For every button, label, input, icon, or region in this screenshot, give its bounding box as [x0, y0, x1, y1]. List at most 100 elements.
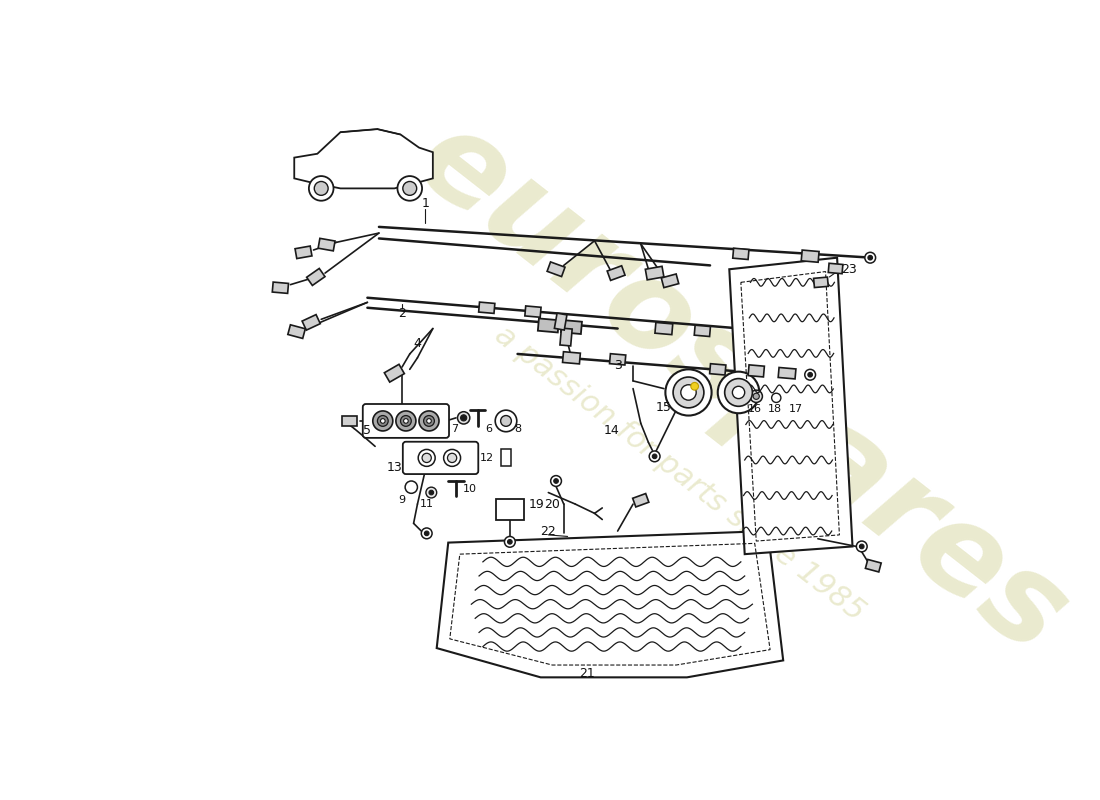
Text: 12: 12	[480, 453, 494, 463]
Circle shape	[403, 182, 417, 195]
FancyBboxPatch shape	[363, 404, 449, 438]
Text: 20: 20	[544, 498, 560, 510]
Circle shape	[429, 490, 433, 495]
Polygon shape	[500, 450, 512, 466]
Polygon shape	[384, 364, 405, 382]
Circle shape	[725, 378, 752, 406]
Polygon shape	[437, 531, 783, 678]
Polygon shape	[729, 258, 852, 554]
Polygon shape	[607, 266, 625, 281]
Circle shape	[405, 481, 418, 494]
Polygon shape	[288, 325, 306, 338]
Circle shape	[649, 451, 660, 462]
Circle shape	[422, 454, 431, 462]
Circle shape	[805, 370, 815, 380]
Text: 9: 9	[398, 495, 406, 506]
Circle shape	[551, 476, 561, 486]
Polygon shape	[538, 318, 559, 333]
Circle shape	[754, 394, 759, 399]
Circle shape	[400, 415, 411, 426]
Circle shape	[807, 373, 813, 377]
Polygon shape	[661, 274, 679, 288]
Circle shape	[427, 418, 431, 423]
Polygon shape	[710, 364, 726, 375]
Circle shape	[373, 411, 393, 431]
Circle shape	[396, 411, 416, 431]
Circle shape	[461, 414, 466, 421]
Polygon shape	[733, 248, 749, 259]
Text: 21: 21	[579, 667, 595, 680]
Circle shape	[681, 385, 696, 400]
Polygon shape	[525, 306, 541, 318]
Text: 11: 11	[420, 499, 433, 509]
Polygon shape	[778, 367, 796, 379]
FancyBboxPatch shape	[403, 442, 478, 474]
Circle shape	[553, 478, 559, 483]
Polygon shape	[302, 314, 320, 330]
Circle shape	[691, 382, 698, 390]
Circle shape	[397, 176, 422, 201]
Polygon shape	[654, 322, 673, 334]
Polygon shape	[307, 269, 324, 286]
Polygon shape	[562, 352, 581, 364]
Circle shape	[772, 394, 781, 402]
Circle shape	[424, 415, 434, 426]
Circle shape	[315, 182, 328, 195]
Circle shape	[865, 252, 876, 263]
Circle shape	[717, 372, 759, 414]
Circle shape	[495, 410, 517, 432]
Circle shape	[404, 418, 408, 423]
Circle shape	[666, 370, 712, 415]
Text: a passion for parts since 1985: a passion for parts since 1985	[488, 320, 870, 626]
Text: 16: 16	[748, 404, 761, 414]
Polygon shape	[478, 302, 495, 314]
Text: 8: 8	[514, 424, 521, 434]
Text: 22: 22	[540, 525, 557, 538]
Circle shape	[733, 386, 745, 398]
Polygon shape	[609, 354, 626, 365]
Circle shape	[652, 454, 657, 458]
Circle shape	[425, 531, 429, 536]
Polygon shape	[748, 365, 764, 377]
Polygon shape	[496, 498, 524, 520]
Text: 18: 18	[768, 404, 782, 414]
Circle shape	[859, 544, 865, 549]
Text: 1: 1	[421, 198, 429, 210]
Polygon shape	[342, 416, 358, 426]
Polygon shape	[646, 266, 664, 280]
Polygon shape	[694, 325, 711, 337]
Polygon shape	[273, 282, 288, 294]
Circle shape	[418, 450, 436, 466]
Polygon shape	[295, 129, 433, 188]
Circle shape	[458, 412, 470, 424]
Polygon shape	[295, 246, 312, 258]
Text: 19: 19	[529, 498, 544, 510]
Polygon shape	[547, 262, 565, 277]
Text: 13: 13	[386, 461, 403, 474]
Text: 3: 3	[614, 359, 622, 372]
Text: 15: 15	[656, 402, 672, 414]
Text: 14: 14	[604, 425, 619, 438]
Circle shape	[868, 255, 872, 260]
Text: eurospares: eurospares	[393, 98, 1089, 679]
Circle shape	[421, 528, 432, 538]
Polygon shape	[632, 494, 649, 507]
Polygon shape	[866, 559, 881, 572]
Circle shape	[500, 415, 512, 426]
Text: 5: 5	[363, 425, 372, 438]
Text: 17: 17	[789, 404, 803, 414]
Polygon shape	[561, 320, 582, 334]
Circle shape	[673, 377, 704, 408]
Circle shape	[856, 541, 867, 552]
Polygon shape	[828, 263, 843, 274]
Polygon shape	[814, 277, 828, 287]
Circle shape	[381, 418, 385, 423]
Polygon shape	[318, 238, 336, 251]
Text: 7: 7	[451, 424, 458, 434]
Circle shape	[507, 539, 513, 544]
Text: 6: 6	[485, 424, 492, 434]
Circle shape	[448, 454, 456, 462]
Circle shape	[443, 450, 461, 466]
Text: 23: 23	[840, 262, 857, 276]
Circle shape	[505, 537, 515, 547]
